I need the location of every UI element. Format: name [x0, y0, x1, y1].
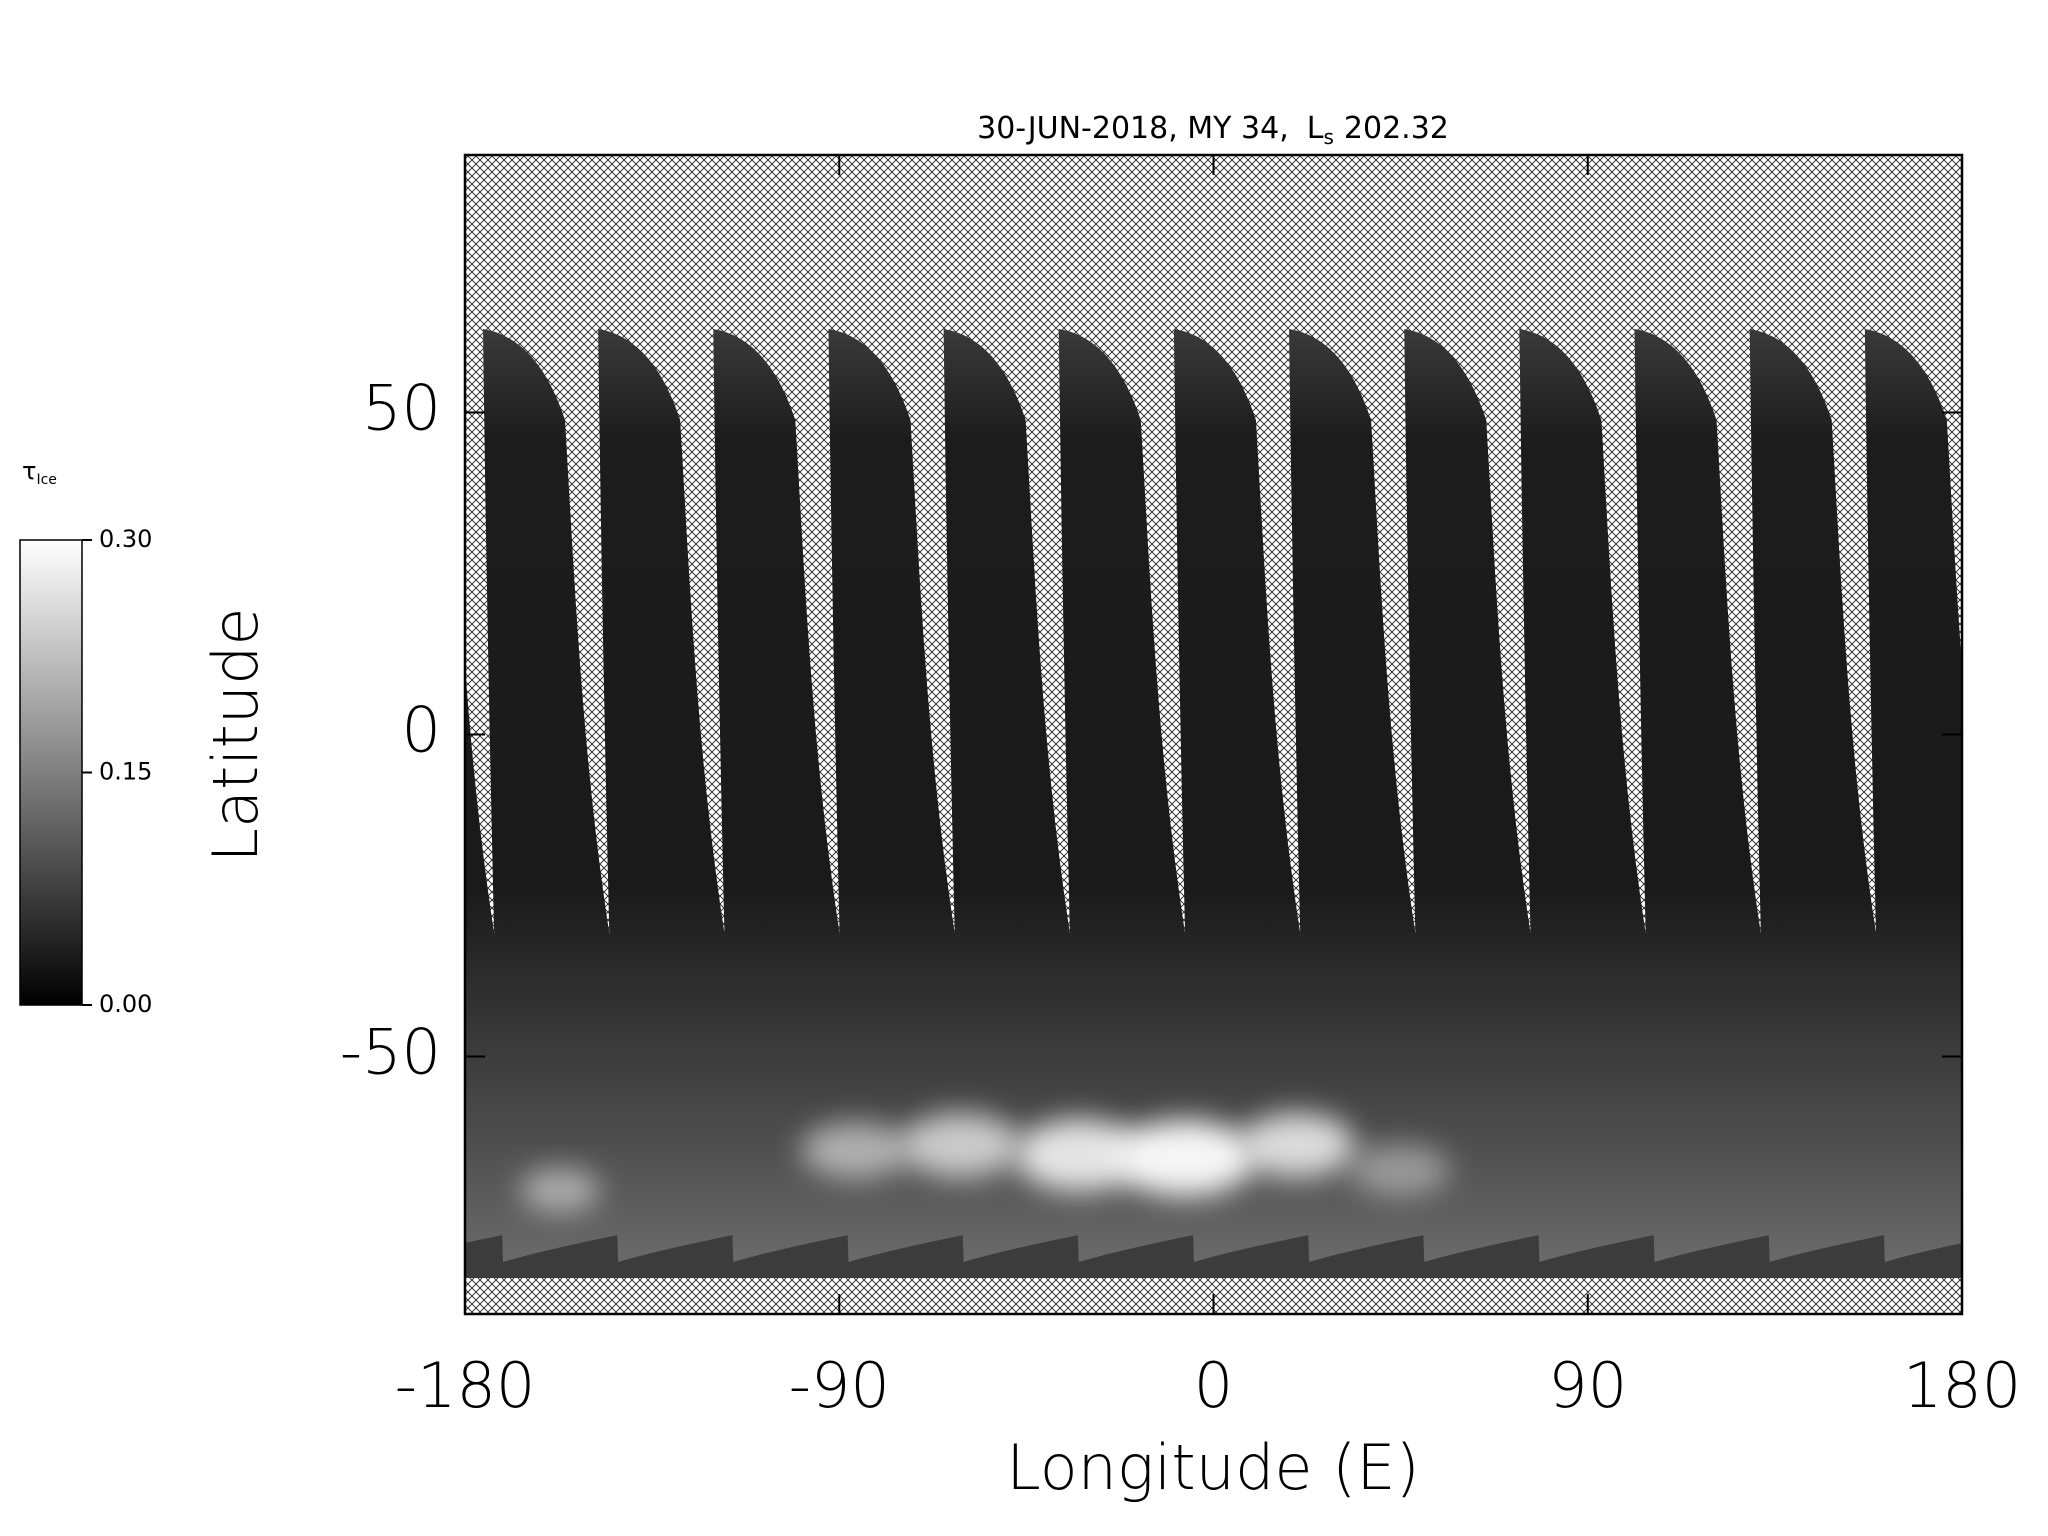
y-tick-label: -50: [340, 1015, 441, 1088]
swath: [1058, 329, 1227, 1262]
swath: [1864, 329, 1962, 1262]
bright-cloud: [801, 1122, 911, 1178]
y-tick-label: 50: [362, 372, 441, 445]
swath: [598, 329, 767, 1262]
swath: [713, 329, 882, 1262]
x-tick-label: -180: [395, 1349, 536, 1422]
swath: [1404, 329, 1573, 1262]
x-axis-label: Longitude (E): [1006, 1431, 1419, 1504]
swath: [1519, 329, 1688, 1262]
title-value: 202.32: [1344, 111, 1449, 146]
y-axis-label: Latitude: [199, 607, 272, 862]
x-tick-label: 0: [1194, 1349, 1233, 1422]
y-tick-label: 0: [402, 694, 441, 767]
bright-cloud: [1115, 1120, 1255, 1196]
swath: [483, 329, 651, 1262]
x-tick-label: -90: [789, 1349, 890, 1422]
swath: [943, 329, 1112, 1262]
swath: [828, 329, 997, 1262]
colorbar-label: τIce: [22, 457, 57, 488]
colorbar: [19, 539, 83, 1006]
swaths: [465, 329, 1962, 1278]
bright-cloud: [901, 1113, 1021, 1177]
x-tick-label: 180: [1903, 1349, 2021, 1422]
title-symbol: L: [1307, 111, 1324, 146]
bright-cloud: [1015, 1119, 1145, 1191]
colorbar-tick-label: 0.15: [99, 758, 152, 786]
chart-title: 30-JUN-2018, MY 34, Ls 202.32: [977, 111, 1449, 149]
title-text: 30-JUN-2018, MY 34,: [977, 111, 1289, 146]
bright-cloud: [1350, 1144, 1450, 1196]
swath: [1289, 329, 1458, 1262]
bright-cloud: [520, 1168, 600, 1212]
swath: [1173, 329, 1342, 1262]
colorbar-subscript: Ice: [36, 472, 56, 488]
title-subscript: s: [1323, 125, 1333, 149]
bright-cloud: [1239, 1113, 1355, 1177]
colorbar-tick-label: 0.30: [99, 525, 152, 553]
x-tick-label: 90: [1548, 1349, 1627, 1422]
swath: [1634, 329, 1803, 1262]
swath: [1749, 329, 1918, 1262]
colorbar-symbol: τ: [22, 457, 36, 485]
colorbar-tick-label: 0.00: [99, 990, 152, 1018]
